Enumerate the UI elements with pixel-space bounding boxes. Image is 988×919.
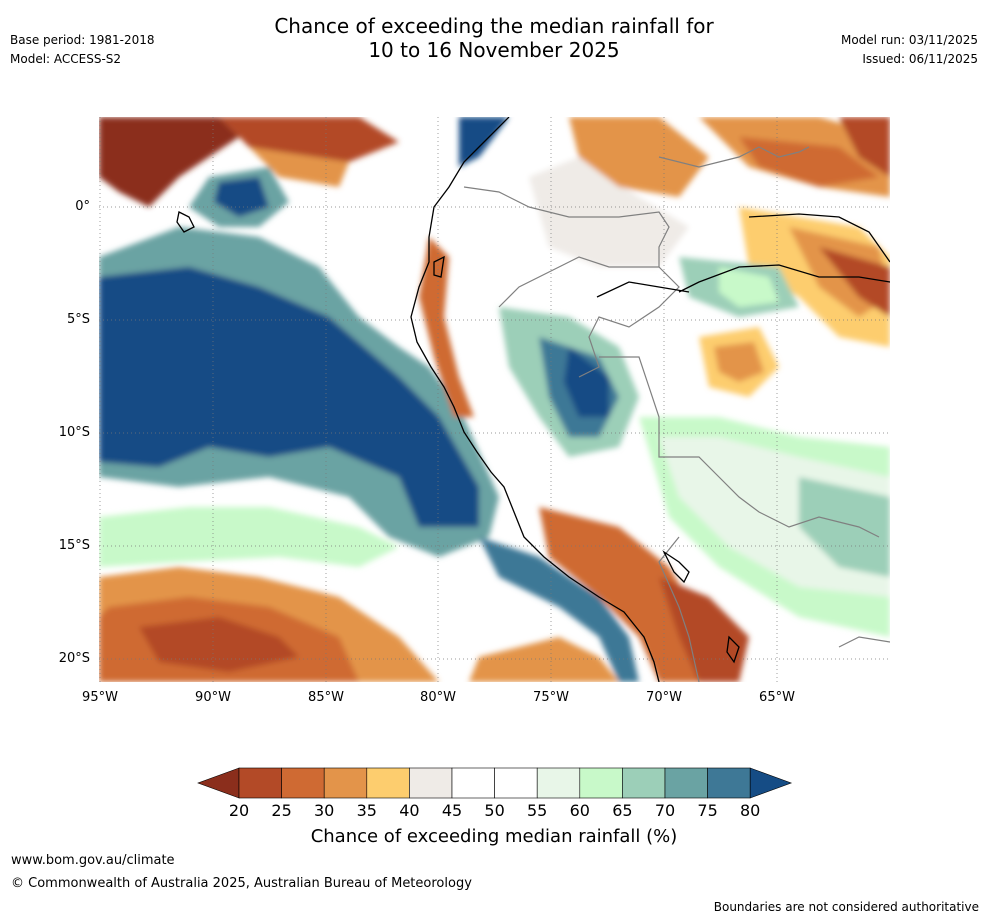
colorbar-segment bbox=[409, 767, 453, 799]
colorbar-tick-label: 35 bbox=[356, 801, 377, 820]
lon-label-70w: 70°W bbox=[646, 690, 682, 705]
colorbar-segment bbox=[664, 767, 708, 799]
rainfall-map bbox=[99, 117, 890, 682]
colorbar-segment bbox=[536, 767, 581, 799]
lat-label-5s: 5°S bbox=[66, 312, 90, 327]
issued-date: Issued: 06/11/2025 bbox=[862, 52, 978, 66]
model-name: Model: ACCESS-S2 bbox=[10, 52, 122, 66]
colorbar-tick-label: 40 bbox=[399, 801, 420, 820]
colorbar-title: Chance of exceeding median rainfall (%) bbox=[310, 826, 678, 847]
lon-label-80w: 80°W bbox=[420, 690, 456, 705]
lat-label-0: 0° bbox=[75, 199, 90, 214]
colorbar-tick-label: 60 bbox=[569, 801, 590, 820]
lat-label-10s: 10°S bbox=[58, 425, 90, 440]
colorbar-tick-label: 20 bbox=[228, 801, 250, 820]
colorbar-arrow-low bbox=[197, 767, 240, 799]
colorbar-segment bbox=[281, 767, 325, 799]
colorbar-segment bbox=[323, 767, 368, 799]
colorbar-segment bbox=[622, 767, 666, 799]
lon-label-95w: 95°W bbox=[82, 690, 118, 705]
page-title: Chance of exceeding the median rainfall … bbox=[0, 14, 988, 62]
colorbar-segment bbox=[579, 767, 623, 799]
boundaries-disclaimer: Boundaries are not considered authoritat… bbox=[713, 900, 979, 914]
probability-field bbox=[99, 117, 890, 682]
colorbar-tick-label: 30 bbox=[314, 801, 335, 820]
colorbar-segment bbox=[366, 767, 410, 799]
colorbar-segment bbox=[238, 767, 282, 799]
colorbar-segment bbox=[451, 767, 495, 799]
coastline bbox=[176, 117, 890, 682]
colorbar bbox=[197, 767, 793, 799]
lon-label-90w: 90°W bbox=[195, 690, 231, 705]
colorbar-tick-label: 25 bbox=[271, 801, 292, 820]
colorbar-segment bbox=[707, 767, 751, 799]
colorbar-tick-label: 45 bbox=[441, 801, 463, 820]
colorbar-tick-label: 55 bbox=[527, 801, 548, 820]
lon-label-85w: 85°W bbox=[308, 690, 344, 705]
colorbar-segment bbox=[494, 767, 538, 799]
title-line-2: 10 to 16 November 2025 bbox=[368, 38, 620, 62]
lon-label-65w: 65°W bbox=[759, 690, 795, 705]
colorbar-tick-label: 80 bbox=[740, 801, 761, 820]
title-line-1: Chance of exceeding the median rainfall … bbox=[274, 14, 714, 38]
lat-label-15s: 15°S bbox=[58, 538, 90, 553]
copyright: © Commonwealth of Australia 2025, Austra… bbox=[11, 876, 472, 891]
model-run: Model run: 03/11/2025 bbox=[840, 33, 978, 47]
colorbar-tick-label: 70 bbox=[654, 801, 676, 820]
website-link[interactable]: www.bom.gov.au/climate bbox=[11, 853, 175, 868]
colorbar-tick-label: 65 bbox=[612, 801, 633, 820]
map-canvas bbox=[99, 117, 890, 682]
colorbar-arrow-high bbox=[749, 767, 793, 799]
lon-label-75w: 75°W bbox=[533, 690, 569, 705]
base-period: Base period: 1981-2018 bbox=[10, 33, 155, 47]
colorbar-tick-label: 75 bbox=[697, 801, 718, 820]
lat-label-20s: 20°S bbox=[58, 651, 90, 666]
colorbar-tick-label: 50 bbox=[484, 801, 505, 820]
